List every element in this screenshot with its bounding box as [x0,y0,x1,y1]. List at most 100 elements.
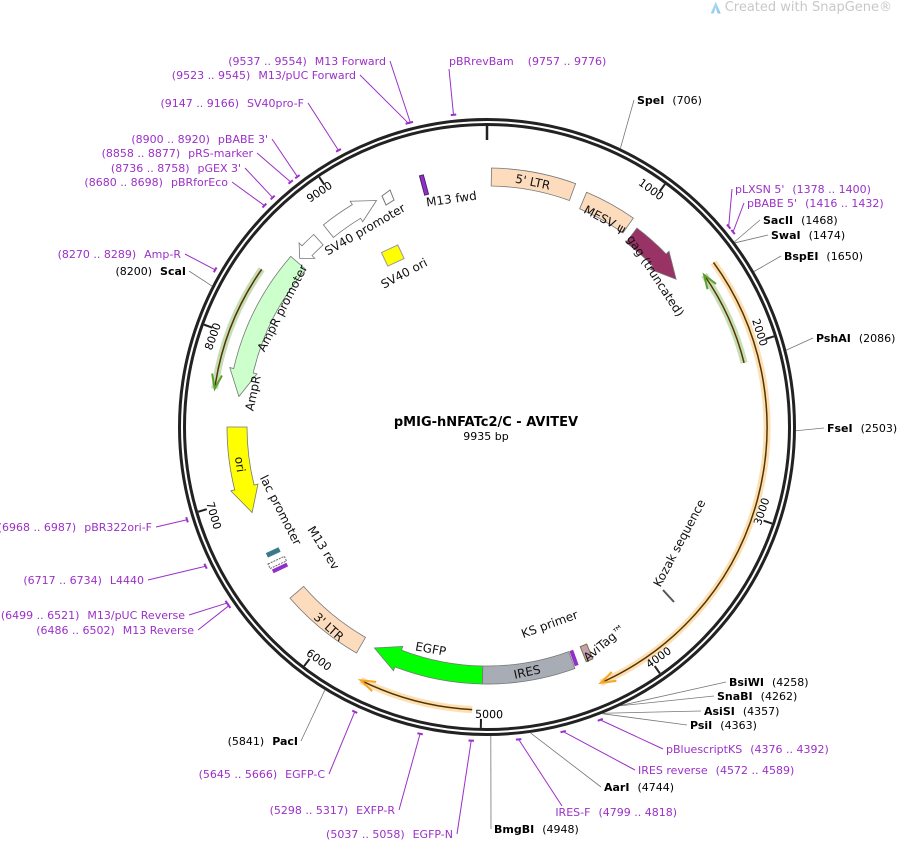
orf-arc-right-arrowhead [598,671,617,685]
primer-label: (5037 .. 5058) EGFP-N [326,828,453,841]
primer-label: pBRrevBam (9757 .. 9776) [449,55,606,68]
enzyme-name: BsiWI [729,676,764,689]
enzyme-site-label: SpeI (706) [637,94,702,107]
primer-label: (5298 .. 5317) EXFP-R [270,804,396,817]
backbone-gap [181,121,793,733]
enzyme-name: PshAI [816,332,851,345]
primer-binding-mark [294,174,301,180]
feature-ampr-promoter [298,233,324,259]
primer-binding-mark [224,600,230,606]
primer-range: (9537 .. 9554) [228,55,307,68]
enzyme-position: (4258) [772,676,809,689]
tick-label: 5000 [475,708,503,722]
primer-label: (8900 .. 8920) pBABE 3' [131,133,268,146]
primer-binding-mark [450,113,457,117]
orf-arc-green-right-arrowhead [702,272,717,290]
feature-label: KS primer [519,608,579,641]
primer-name: EGFP-N [413,828,453,841]
primer-binding-mark [269,194,276,201]
primer-binding-mark [351,709,358,714]
feature-kozak-sequence [662,589,675,603]
primer-leader-line [155,519,188,528]
primer-binding-mark [515,738,522,741]
primer-name: pLXSN 5' [735,183,784,196]
enzyme-name: ScaI [160,265,186,278]
feature-avitag [579,643,594,663]
primer-name: L4440 [110,574,144,587]
enzyme-site-label: (8200) ScaI [115,265,186,278]
feature-label: lac promoter [257,473,304,548]
primer-name: M13 Reverse [123,624,194,637]
feature-ampr [229,255,307,398]
enzyme-leader-line [620,681,727,706]
primer-binding-mark [203,563,208,570]
primer-label: (6486 .. 6502) M13 Reverse [36,624,194,637]
primer-name: pBR322ori-F [84,521,152,534]
orf-arc-green-right [703,274,745,364]
enzyme-site-label: BmgBI (4948) [494,823,579,836]
primer-range: (4572 .. 4589) [716,764,795,777]
primer-range: (6968 .. 6987) [0,521,76,534]
primer-leader-line [518,739,563,807]
feature-label: EGFP [414,639,447,658]
primer-binding-mark [185,516,189,523]
primer-range: (6717 .. 6734) [23,574,102,587]
enzyme-name: SwaI [771,229,801,242]
tick-mark [765,335,775,341]
enzyme-name: PacI [272,735,298,748]
feature-3-ltr [289,585,367,654]
enzyme-name: AsiSI [704,705,735,718]
primer-range: (6499 .. 6521) [1,609,80,622]
primer-name: IRES-F [555,806,590,819]
feature-mesv- [579,191,634,234]
enzyme-site-label: SacII (1468) [763,214,838,227]
enzyme-name: BmgBI [494,823,534,836]
primer-binding-mark [287,179,294,185]
enzyme-site-label: (5841) PacI [228,735,298,748]
tick-mark [303,658,311,667]
enzyme-position: (1474) [809,229,846,242]
enzyme-leader-line [300,689,326,742]
primer-leader-line [184,253,216,271]
primer-label: (8736 .. 8758) pGEX 3' [111,162,241,175]
tick-mark [763,519,773,525]
orf-arc-right [600,261,768,684]
enzyme-name: FseI [827,422,853,435]
enzyme-position: (4357) [743,705,780,718]
tick-mark [318,176,326,186]
enzyme-site-label: PsiI (4363) [690,719,757,732]
primer-range: (1378 .. 1400) [792,183,871,196]
primer-label: (6717 .. 6734) L4440 [23,574,144,587]
primer-range: (8270 .. 8289) [58,248,137,261]
feature-5-ltr [490,167,577,202]
primer-leader-line [456,740,472,835]
primer-name: pBluescriptKS [666,743,742,756]
enzyme-leader-line [530,732,602,788]
enzyme-position: (2086) [859,332,896,345]
primer-label: (9537 .. 9554) M13 Forward [228,55,386,68]
primer-range: (6486 .. 6502) [36,624,115,637]
tick-mark [203,323,213,329]
primer-binding-mark [560,729,567,734]
enzyme-site-label: SwaI (1474) [771,229,845,242]
feature-label: ori [232,456,248,473]
enzyme-name: SacII [763,214,793,227]
primer-name: M13/pUC Reverse [87,609,185,622]
orf-arc-green-left [213,268,263,389]
enzyme-position: (4744) [637,781,674,794]
primer-label: IRES-F (4799 .. 4818) [555,806,677,819]
primer-leader-line [256,152,292,183]
feature-sv40-promoter [322,200,378,238]
primer-binding-mark [417,732,423,736]
primer-label: (8270 .. 8289) Amp-R [58,248,182,261]
enzyme-position: (1650) [826,250,863,263]
primer-label: (6499 .. 6521) M13/pUC Reverse [1,609,185,622]
primer-leader-line [600,719,664,750]
enzyme-site-label: AsiSI (4357) [704,705,779,718]
primer-binding-mark [212,266,218,273]
watermark: Created with SnapGene® [710,0,892,15]
feature-small-promoter [381,189,395,206]
orf-arc-bottom-arrowhead [357,678,377,692]
primer-name: IRES reverse [638,764,708,777]
